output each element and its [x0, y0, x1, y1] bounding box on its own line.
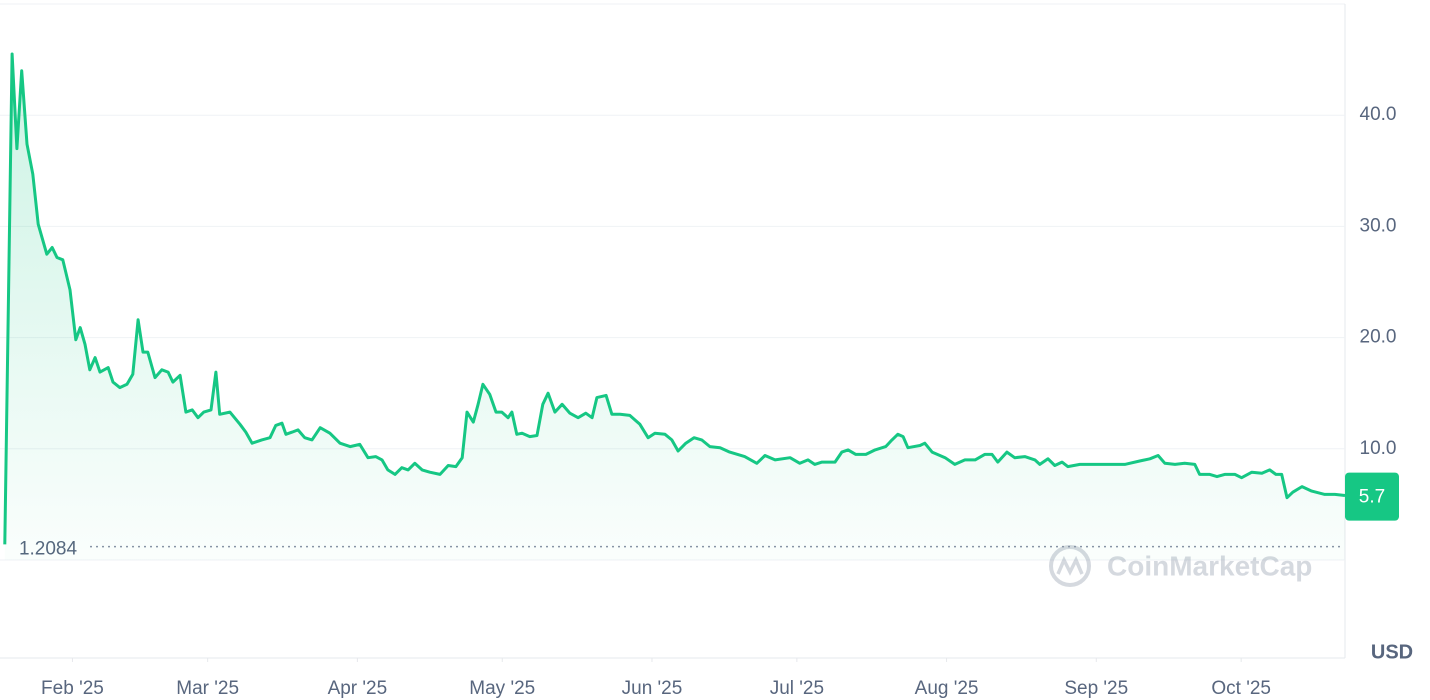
x-tick-label: Jun '25: [622, 678, 683, 699]
x-tick-label: Apr '25: [328, 678, 388, 699]
x-tick-label: Mar '25: [176, 678, 239, 699]
x-tick-label: Oct '25: [1211, 678, 1271, 699]
x-tick-label: Jul '25: [770, 678, 824, 699]
price-line: [3, 52, 1346, 545]
x-tick-label: Feb '25: [41, 678, 104, 699]
y-tick-label: 30.0: [1360, 215, 1397, 236]
x-tick-label: Aug '25: [915, 678, 979, 699]
x-tick-label: May '25: [469, 678, 535, 699]
price-badge-label: 5.7: [1359, 487, 1385, 508]
y-tick-label: 40.0: [1360, 104, 1397, 125]
price-badge: [1345, 472, 1399, 521]
y-tick-label: 10.0: [1360, 438, 1397, 459]
price-area: [4, 54, 1345, 560]
currency-label: USD: [1371, 641, 1413, 663]
y-tick-label: 20.0: [1360, 327, 1397, 348]
x-tick-label: Sep '25: [1064, 678, 1128, 699]
